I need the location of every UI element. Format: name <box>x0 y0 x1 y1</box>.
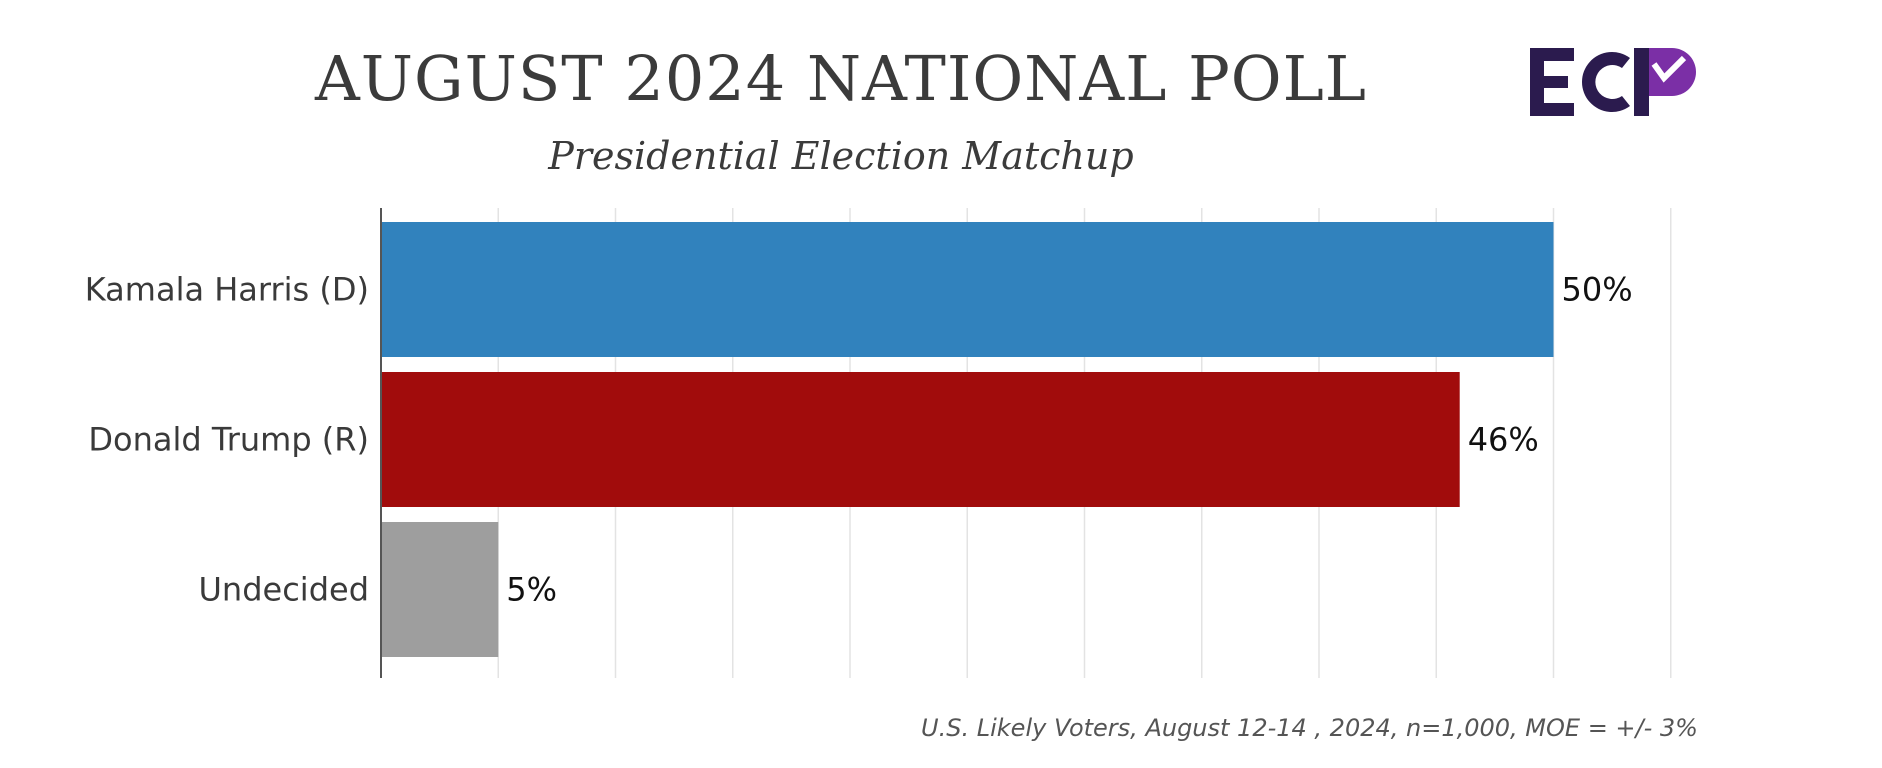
logo-p-stem <box>1634 48 1649 116</box>
logo-e-bottom <box>1530 103 1574 116</box>
logo-p-check <box>1651 55 1687 83</box>
logo-e-top <box>1530 48 1574 61</box>
value-label: 50% <box>1562 271 1633 309</box>
chart-subtitle: Presidential Election Matchup <box>548 134 1134 178</box>
category-labels: Kamala Harris (D) Donald Trump (R) Undecid… <box>85 271 369 609</box>
category-label: Kamala Harris (D) <box>85 271 369 309</box>
logo-e-mid <box>1530 76 1568 88</box>
bar-chart: Kamala Harris (D) Donald Trump (R) Undecid… <box>85 208 1672 678</box>
ecp-logo <box>1530 48 1696 116</box>
bar <box>381 522 499 657</box>
logo-c <box>1582 52 1630 112</box>
category-label: Donald Trump (R) <box>88 421 369 459</box>
footnote: U.S. Likely Voters, August 12-14 , 2024,… <box>921 714 1698 742</box>
bar <box>381 222 1554 357</box>
value-label: 46% <box>1468 421 1539 459</box>
bar <box>381 372 1460 507</box>
value-label: 5% <box>506 571 557 609</box>
chart-title: AUGUST 2024 NATIONAL POLL <box>315 42 1367 115</box>
category-label: Undecided <box>199 571 370 609</box>
value-labels: 50% 46% 5% <box>506 271 1632 609</box>
bars <box>381 222 1554 657</box>
